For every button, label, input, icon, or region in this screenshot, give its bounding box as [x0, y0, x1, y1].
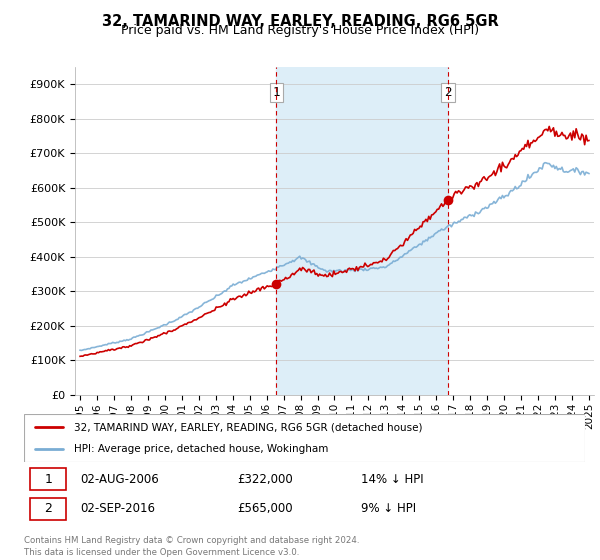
Text: 2: 2 [444, 86, 451, 99]
Text: 02-AUG-2006: 02-AUG-2006 [80, 473, 159, 486]
Text: Price paid vs. HM Land Registry's House Price Index (HPI): Price paid vs. HM Land Registry's House … [121, 24, 479, 37]
Text: Contains HM Land Registry data © Crown copyright and database right 2024.
This d: Contains HM Land Registry data © Crown c… [24, 536, 359, 557]
Text: £565,000: £565,000 [237, 502, 293, 516]
Bar [277, 67, 448, 395]
Text: 1: 1 [44, 473, 52, 486]
Text: 32, TAMARIND WAY, EARLEY, READING, RG6 5GR: 32, TAMARIND WAY, EARLEY, READING, RG6 5… [101, 14, 499, 29]
Text: 9% ↓ HPI: 9% ↓ HPI [361, 502, 416, 516]
Bar [29, 498, 66, 520]
Text: £322,000: £322,000 [237, 473, 293, 486]
Text: 14% ↓ HPI: 14% ↓ HPI [361, 473, 423, 486]
Text: 2: 2 [44, 502, 52, 516]
Text: HPI: Average price, detached house, Wokingham: HPI: Average price, detached house, Woki… [74, 444, 329, 454]
Text: 02-SEP-2016: 02-SEP-2016 [80, 502, 155, 516]
Text: 1: 1 [273, 86, 280, 99]
Text: 32, TAMARIND WAY, EARLEY, READING, RG6 5GR (detached house): 32, TAMARIND WAY, EARLEY, READING, RG6 5… [74, 422, 423, 432]
Bar [29, 469, 66, 490]
